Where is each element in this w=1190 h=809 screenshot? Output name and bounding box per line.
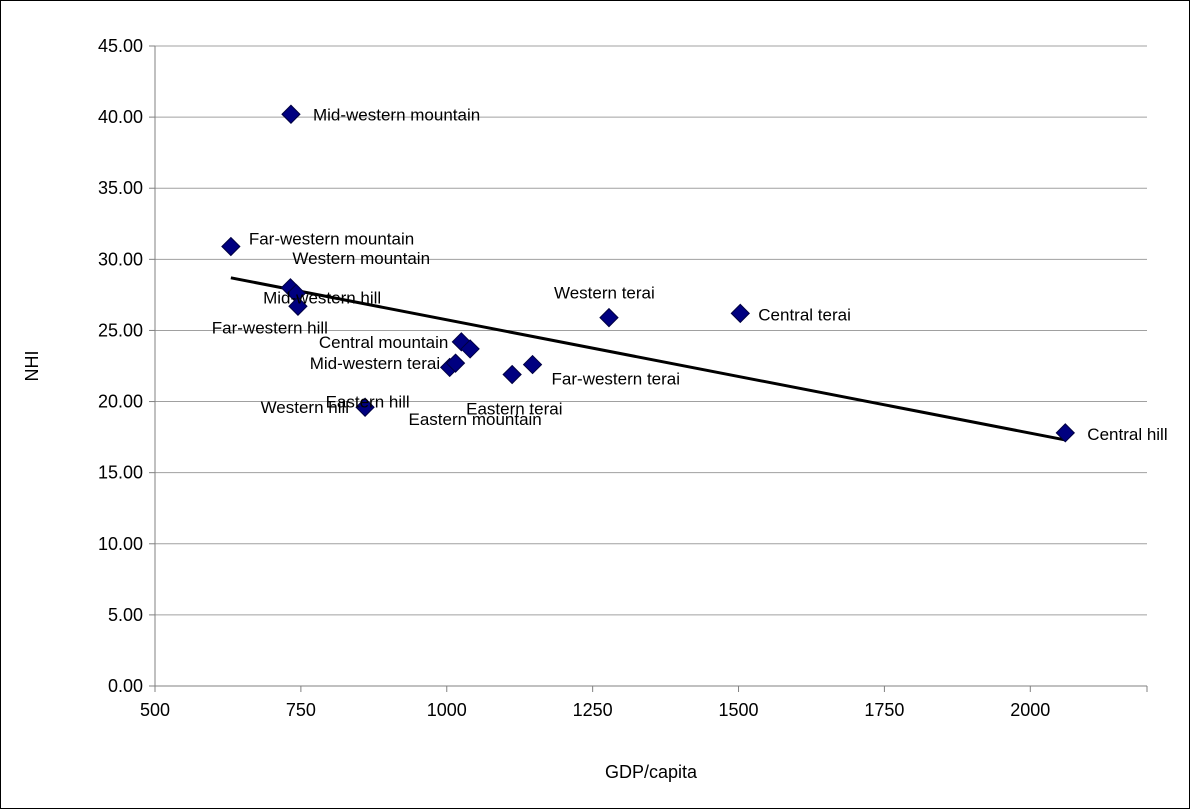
tick-labels: 0.00 5.00 10.00 15.00 20.00 25.00 30.00 35.00 40… [98, 36, 1050, 720]
data-point-marker [502, 364, 522, 385]
data-point-marker [522, 354, 543, 375]
y-tick-label: 10.00 [98, 534, 143, 554]
x-tick-label: 1000 [427, 700, 467, 720]
y-tick-label: 35.00 [98, 178, 143, 198]
x-tick-label: 500 [140, 700, 170, 720]
x-tick-label: 1500 [719, 700, 759, 720]
point-labels: Mid-western mountain Far-western mountain… [212, 105, 1168, 444]
trendline [230, 276, 1066, 442]
x-tick-label: 1750 [864, 700, 904, 720]
y-tick-label: 40.00 [98, 107, 143, 127]
y-tick-label: 20.00 [98, 392, 143, 412]
data-point-marker [288, 296, 308, 316]
x-tick-label: 1250 [573, 700, 613, 720]
y-tick-label: 45.00 [98, 36, 143, 56]
data-point-label: Western mountain [292, 249, 430, 268]
data-point-label: Eastern mountain [409, 410, 542, 429]
data-point-label: Far-western mountain [249, 230, 414, 249]
data-points [221, 104, 1076, 443]
data-point-marker [1055, 423, 1076, 443]
y-tick-label: 25.00 [98, 320, 143, 340]
y-axis-title: NHI [22, 351, 42, 382]
y-tick-label: 15.00 [98, 463, 143, 483]
data-point-marker [730, 303, 750, 324]
y-tick-label: 30.00 [98, 249, 143, 269]
data-point-marker [460, 339, 480, 359]
data-point-label: Western hill [261, 398, 350, 417]
data-point-label: Eastern terai [466, 400, 562, 419]
gridlines [155, 45, 1147, 616]
trendline-group [230, 276, 1066, 442]
data-point-marker [445, 353, 466, 373]
data-point-label: Central terai [758, 305, 851, 324]
data-point-marker [281, 104, 301, 124]
y-tick-label: 5.00 [108, 605, 143, 625]
data-point-marker [355, 397, 375, 417]
data-point-label: Far-western hill [212, 318, 328, 337]
data-point-marker [221, 236, 241, 257]
data-point-label: Mid-western terai [310, 354, 440, 373]
y-tick-label: 0.00 [108, 676, 143, 696]
x-axis-title: GDP/capita [605, 762, 698, 782]
data-point-label: Central mountain [319, 333, 448, 352]
data-point-marker [599, 307, 619, 328]
data-point-label: Mid-western hill [263, 288, 381, 307]
data-point-label: Western terai [554, 284, 655, 303]
data-point-label: Central hill [1087, 425, 1167, 444]
data-point-label: Eastern hill [326, 392, 410, 411]
axes [149, 45, 1148, 692]
x-tick-label: 2000 [1010, 700, 1050, 720]
data-point-label: Mid-western mountain [313, 105, 480, 124]
x-tick-label: 750 [286, 700, 316, 720]
data-point-label: Far-western terai [552, 370, 680, 389]
